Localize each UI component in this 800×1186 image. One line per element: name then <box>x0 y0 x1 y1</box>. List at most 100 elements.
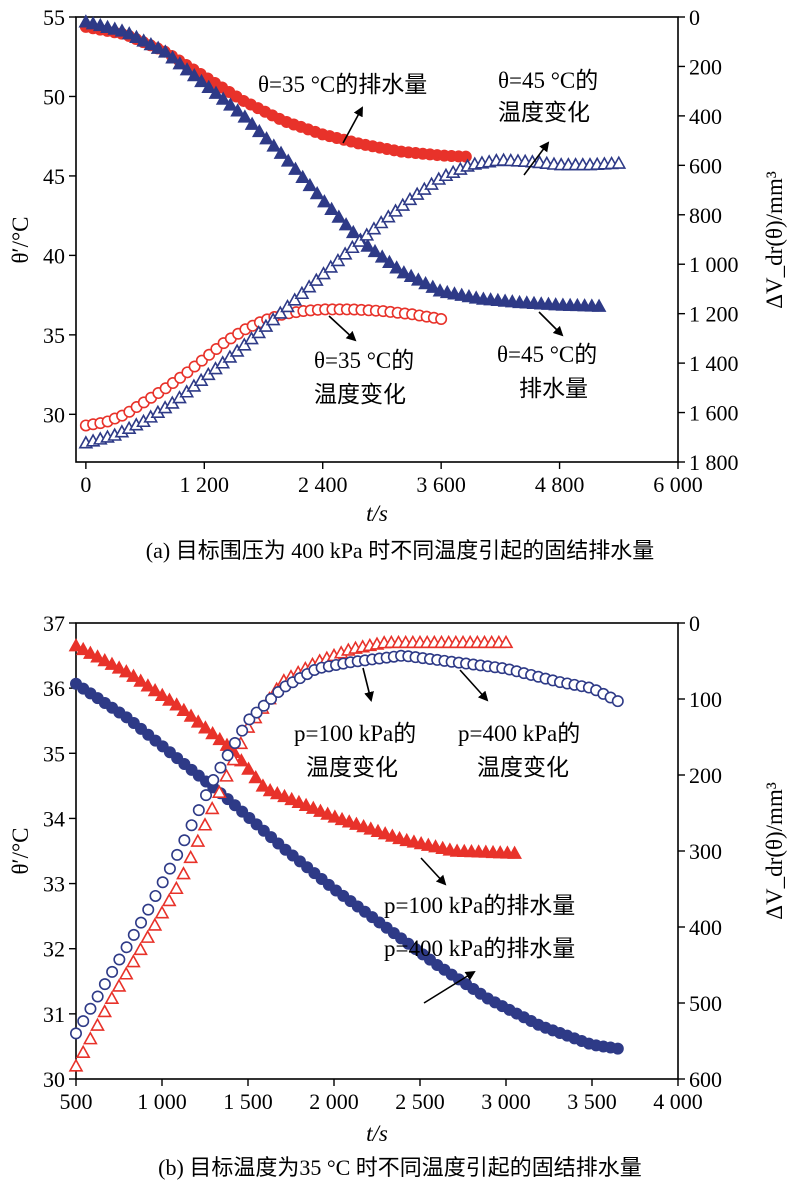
chart-b-xtick-label: 1 000 <box>137 1089 187 1114</box>
chart-b-data-point <box>169 697 185 711</box>
chart-a-data-point <box>418 275 433 290</box>
chart-a-arrow-45-temp <box>523 141 550 176</box>
chart-a-ylabel-left: θ′/°C <box>8 217 33 264</box>
chart-b-data-point <box>91 990 104 1003</box>
chart-b-ytick-right-label: 0 <box>689 611 700 636</box>
chart-a-data-point <box>258 318 274 332</box>
chart-b-data-point <box>156 876 169 889</box>
chart-a-data-point <box>179 62 195 76</box>
chart-b-data-point <box>90 1017 105 1031</box>
chart-a-anno-35-temp-line1: θ=35 °C的 <box>314 348 414 373</box>
chart-a-data-point <box>280 298 295 313</box>
chart-a-data-point <box>280 153 296 167</box>
chart-b-data-point <box>176 702 192 716</box>
chart-b-data-point <box>214 761 227 774</box>
chart-b-data-point <box>178 834 191 847</box>
chart-b-data-point <box>262 783 278 797</box>
chart-a-ytick-right-label: 1 000 <box>689 252 739 277</box>
chart-b-data-point <box>75 641 91 656</box>
chart-a-ytick-right-label: 1 800 <box>689 450 739 475</box>
chart-b-data-point <box>205 726 220 740</box>
chart-b-data-point <box>363 821 379 835</box>
chart-b-data-point <box>149 889 162 902</box>
chart-b-data-point <box>370 823 386 837</box>
chart-b-data-point <box>106 965 119 978</box>
chart-a-data-point <box>259 131 274 145</box>
chart-a-data-point <box>208 85 224 99</box>
chart-a-data-point <box>215 91 231 105</box>
chart-b-data-point <box>176 866 191 880</box>
chart-b-data-point <box>183 708 199 722</box>
chart-b-data-point <box>219 768 234 782</box>
chart-b-ytick-right-label: 100 <box>689 687 722 712</box>
chart-b-data-point <box>611 695 624 708</box>
chart-a-data-point <box>143 36 159 51</box>
chart-a-ylabel-right: ΔV_dr(θ)/mm³ <box>762 171 787 309</box>
chart-b-data-point <box>113 953 126 966</box>
chart-a-anno-45-temp-line1: θ=45 °C的 <box>498 68 598 93</box>
chart-a-data-point <box>223 97 238 111</box>
chart-b-data-point <box>183 849 199 864</box>
chart-b-data-point <box>68 638 84 652</box>
chart-a-xtick-label: 0 <box>80 472 91 497</box>
chart-b-ytick-left-label: 35 <box>43 741 65 766</box>
chart-a-data-point <box>287 292 303 306</box>
chart-b-data-point <box>185 819 198 832</box>
chart-b-anno-100-drain: p=100 kPa的排水量 <box>384 893 575 918</box>
chart-b-data-point <box>133 941 148 956</box>
chart-b-data-point <box>248 769 264 784</box>
chart-b-data-point <box>269 785 285 800</box>
chart-b-data-point <box>133 673 149 687</box>
chart-b-ylabel-right: ΔV_dr(θ)/mm³ <box>762 782 787 920</box>
chart-b-data-point <box>127 928 140 941</box>
chart-b-data-point <box>207 774 220 787</box>
chart-a-data-point <box>396 265 412 279</box>
chart-b-data-point <box>162 692 177 706</box>
chart-a-ytick-left-label: 50 <box>43 84 65 109</box>
chart-a-data-point <box>410 272 426 286</box>
chart-a-data-point <box>338 217 354 231</box>
chart-b-ytick-left-label: 30 <box>43 1067 65 1092</box>
chart-a-data-point <box>158 44 173 58</box>
chart-a-xtick-label: 2 400 <box>298 472 348 497</box>
chart-a-data-point <box>295 169 311 183</box>
chart-b-ytick-left-label: 31 <box>43 1002 65 1027</box>
chart-a-data-point <box>459 150 472 163</box>
chart-b-ytick-left-label: 34 <box>43 806 65 831</box>
chart-a-data-point <box>389 260 405 274</box>
chart-a-data-point <box>337 246 353 260</box>
chart-a-data-point <box>251 324 267 339</box>
chart-a-series-1 <box>78 14 607 312</box>
chart-b-data-point <box>111 660 127 674</box>
chart-b-data-point <box>197 817 213 831</box>
chart-b-data-point <box>190 714 206 728</box>
chart-b-ytick-right-label: 600 <box>689 1067 722 1092</box>
chart-b-data-point <box>212 731 228 746</box>
chart-b-data-point <box>161 893 177 907</box>
chart-b-data-point <box>291 794 307 809</box>
chart-b-data-point <box>111 978 127 992</box>
chart-a-anno-35-temp-line2: 温度变化 <box>314 382 406 407</box>
chart-b-arrow-100-drain <box>420 857 447 886</box>
chart-b-series-3 <box>70 649 624 1040</box>
chart-a-data-point <box>309 186 325 200</box>
chart-b-xtick-label: 3 000 <box>481 1089 531 1114</box>
chart-a-plot-frame <box>75 16 679 463</box>
chart-b-data-point <box>250 706 263 719</box>
chart-a-ytick-right-label: 800 <box>689 203 722 228</box>
chart-b-data-point <box>349 816 364 830</box>
chart-a-ytick-right-label: 1 200 <box>689 302 739 327</box>
chart-a: 0 1 200 2 400 3 600 4 800 6 000 30 35 40 45 50 55 0 2… <box>8 5 787 563</box>
chart-b-data-point <box>198 720 213 734</box>
chart-a-data-point <box>301 279 317 293</box>
chart-a-data-point <box>331 209 347 223</box>
chart-b-data-point <box>120 941 133 954</box>
chart-a-ytick-right-label: 0 <box>689 5 700 30</box>
chart-b-anno-400-drain: p=400 kPa的排水量 <box>384 936 575 961</box>
chart-b-data-point <box>377 826 393 840</box>
chart-a-caption: (a) 目标围压为 400 kPa 时不同温度引起的固结排水量 <box>146 538 654 563</box>
chart-a-data-point <box>244 116 260 130</box>
chart-b-data-point <box>313 803 328 817</box>
chart-a-data-point <box>237 109 253 123</box>
chart-b-arrow-100-temp <box>362 667 374 702</box>
